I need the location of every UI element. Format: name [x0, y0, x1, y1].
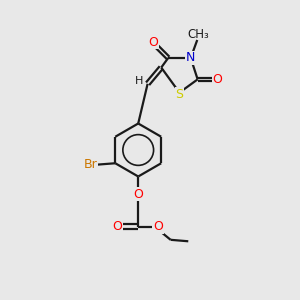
Text: Br: Br	[84, 158, 98, 171]
Text: N: N	[186, 52, 195, 64]
Text: CH₃: CH₃	[187, 28, 209, 41]
Text: O: O	[112, 220, 122, 233]
Text: O: O	[153, 220, 163, 233]
Text: S: S	[176, 88, 183, 100]
Text: O: O	[133, 188, 143, 201]
Text: H: H	[135, 76, 144, 86]
Text: O: O	[148, 36, 158, 49]
Text: O: O	[213, 73, 223, 86]
